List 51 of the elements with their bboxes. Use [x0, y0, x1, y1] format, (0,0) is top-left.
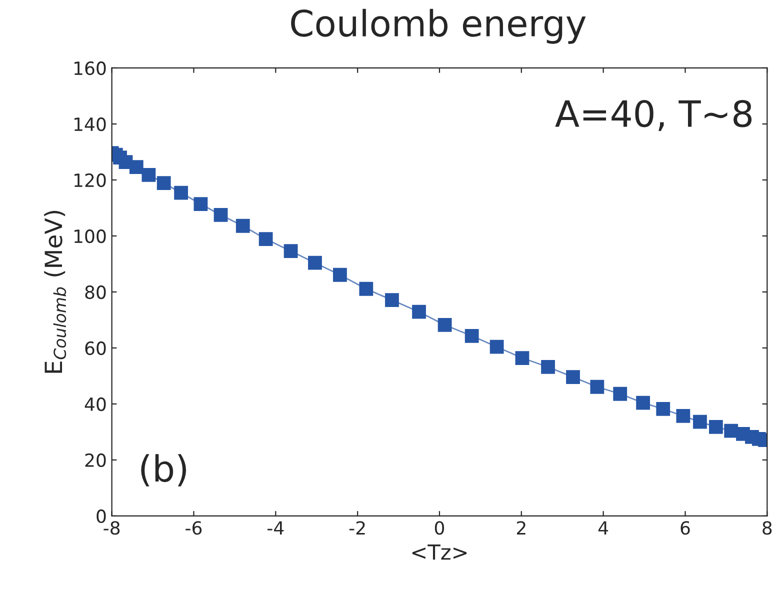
y-tick-label: 60	[85, 341, 106, 356]
point	[490, 340, 504, 354]
point	[412, 304, 426, 319]
point	[724, 424, 738, 438]
point	[359, 282, 374, 296]
y-tick-label: 160	[74, 61, 106, 76]
x-axis-title: <Tz>	[412, 544, 467, 560]
point	[174, 186, 188, 200]
y-tick-label: 80	[85, 285, 106, 300]
annotation: (b)	[141, 454, 186, 486]
point	[142, 168, 156, 182]
x-tick-label: -8	[104, 521, 120, 535]
point	[333, 268, 347, 282]
y-axis-title: E$_{Coulomb}$ (MeV)	[44, 210, 66, 373]
point	[385, 293, 399, 308]
point	[258, 232, 273, 246]
y-tick-label: 120	[74, 173, 106, 188]
point	[308, 256, 322, 270]
point	[464, 328, 479, 343]
point	[236, 218, 250, 233]
point	[566, 370, 580, 384]
annotation: A=40, T~8	[555, 100, 752, 131]
point	[284, 244, 298, 258]
point	[676, 409, 690, 423]
point	[214, 208, 228, 222]
x-tick-label: 2	[516, 521, 526, 535]
point	[636, 396, 650, 410]
point	[438, 318, 452, 332]
point	[129, 160, 144, 174]
x-tick-label: -6	[186, 521, 202, 535]
point	[156, 176, 171, 190]
x-tick-label: 4	[598, 521, 608, 535]
y-tick-label: 100	[74, 229, 106, 244]
y-tick-label: 20	[85, 453, 106, 468]
x-tick-label: 8	[762, 521, 772, 535]
point	[194, 197, 208, 211]
point	[613, 386, 628, 401]
x-tick-label: -4	[268, 521, 284, 535]
x-tick-label: 6	[680, 521, 690, 535]
point	[590, 380, 604, 394]
y-tick-label: 40	[84, 397, 106, 412]
chart-title: Coulomb energy	[291, 8, 586, 44]
point	[709, 420, 723, 434]
point	[656, 402, 670, 416]
x-tick-label: 0	[434, 521, 444, 535]
point	[693, 414, 707, 429]
x-tick-label: -2	[349, 521, 365, 535]
point	[541, 360, 555, 374]
y-tick-label: 140	[74, 117, 106, 132]
point	[515, 351, 530, 365]
y-tick-label: 0	[96, 509, 106, 524]
